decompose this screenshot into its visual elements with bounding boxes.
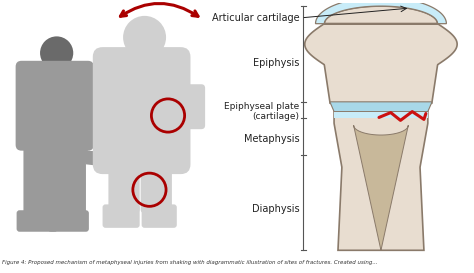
Polygon shape (330, 102, 432, 112)
Text: Metaphysis: Metaphysis (244, 134, 299, 144)
FancyBboxPatch shape (141, 155, 172, 213)
FancyBboxPatch shape (180, 84, 205, 129)
Text: Figure 4: Proposed mechanism of metaphyseal injuries from shaking with diagramma: Figure 4: Proposed mechanism of metaphys… (2, 260, 378, 265)
FancyBboxPatch shape (48, 210, 89, 232)
FancyBboxPatch shape (72, 104, 131, 129)
FancyBboxPatch shape (142, 204, 177, 228)
Circle shape (40, 36, 73, 70)
FancyBboxPatch shape (102, 204, 140, 228)
Polygon shape (354, 125, 408, 250)
FancyBboxPatch shape (50, 59, 64, 75)
Polygon shape (305, 6, 457, 250)
Polygon shape (316, 0, 447, 24)
Text: Epiphysis: Epiphysis (253, 58, 299, 68)
Polygon shape (78, 125, 137, 170)
Text: Epiphyseal plate
(cartilage): Epiphyseal plate (cartilage) (224, 102, 299, 121)
FancyBboxPatch shape (109, 155, 140, 213)
FancyBboxPatch shape (17, 210, 58, 232)
FancyBboxPatch shape (94, 70, 119, 119)
Polygon shape (334, 112, 428, 118)
FancyBboxPatch shape (16, 61, 94, 151)
Circle shape (123, 16, 166, 59)
FancyBboxPatch shape (93, 47, 191, 174)
Text: Diaphysis: Diaphysis (252, 204, 299, 214)
FancyBboxPatch shape (23, 139, 57, 220)
FancyBboxPatch shape (53, 139, 86, 220)
Text: Articular cartilage: Articular cartilage (212, 13, 299, 23)
